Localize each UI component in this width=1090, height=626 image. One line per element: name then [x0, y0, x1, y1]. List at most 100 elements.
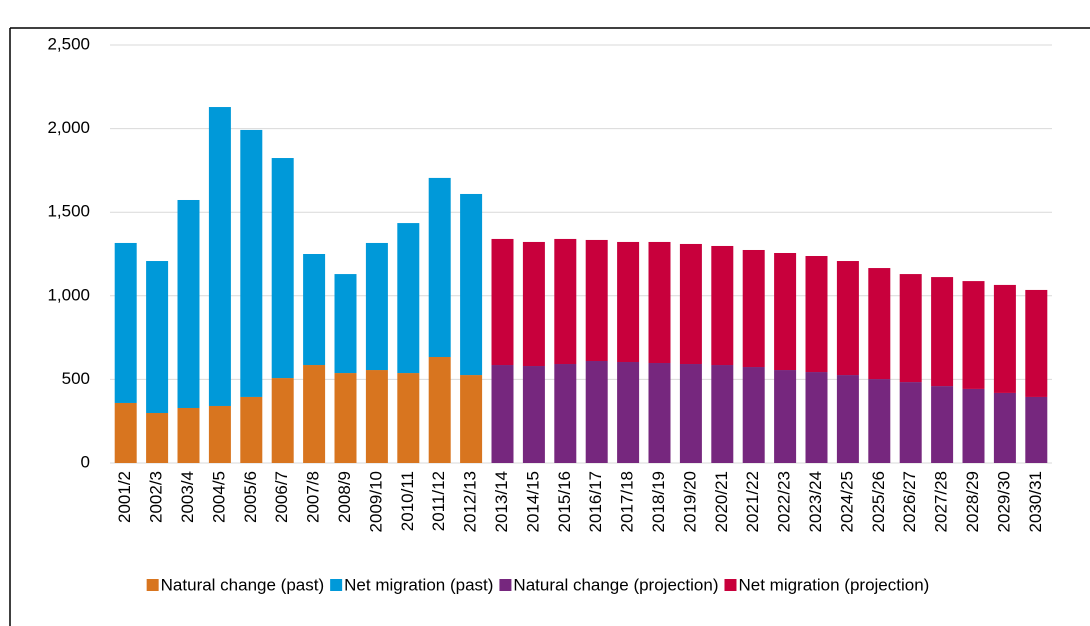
- bar-segment: [805, 372, 828, 463]
- x-tick-label: 2022/23: [775, 471, 794, 532]
- x-tick-label: 2030/31: [1026, 471, 1045, 532]
- bar-segment: [177, 407, 200, 463]
- y-tick-label: 2,500: [47, 34, 90, 53]
- bar-segment: [899, 382, 922, 463]
- bar-segment: [554, 364, 577, 463]
- x-tick-label: 2021/22: [743, 471, 762, 532]
- x-tick-label: 2025/26: [869, 471, 888, 532]
- x-tick-label: 2014/15: [523, 471, 542, 532]
- x-tick-label: 2019/20: [680, 471, 699, 532]
- bar-segment: [522, 241, 545, 367]
- x-tick-label: 2015/16: [555, 471, 574, 532]
- bar-segment: [931, 386, 954, 463]
- bar-segment: [962, 281, 985, 389]
- bar-segment: [365, 370, 388, 463]
- bar-segment: [114, 402, 137, 463]
- legend-label: Natural change (past): [161, 575, 324, 594]
- x-tick-label: 2005/6: [241, 471, 260, 523]
- bar-segment: [240, 396, 263, 463]
- bar-segment: [271, 158, 294, 379]
- x-tick-label: 2006/7: [272, 471, 291, 523]
- legend-label: Natural change (projection): [513, 575, 718, 594]
- x-tick-label: 2027/28: [932, 471, 951, 532]
- y-tick-label: 0: [81, 452, 90, 471]
- bar-segment: [868, 379, 891, 463]
- bar-segment: [208, 405, 231, 463]
- bar-segment: [460, 193, 483, 376]
- bar-segment: [711, 245, 734, 366]
- bar-segment: [240, 129, 263, 397]
- legend-swatch: [146, 579, 159, 591]
- x-tick-label: 2029/30: [994, 471, 1013, 532]
- bar-segment: [397, 373, 420, 463]
- bar-segment: [774, 370, 797, 463]
- bar-segment: [993, 284, 1016, 393]
- x-tick-label: 2001/2: [115, 471, 134, 523]
- legend-swatch: [499, 579, 512, 591]
- x-tick-label: 2008/9: [335, 471, 354, 523]
- bar-segment: [585, 361, 608, 463]
- x-tick-label: 2024/25: [837, 471, 856, 532]
- bar-segment: [648, 363, 671, 463]
- bar-segment: [585, 239, 608, 362]
- bar-segment: [365, 242, 388, 371]
- x-tick-label: 2017/18: [618, 471, 637, 532]
- bar-segment: [931, 277, 954, 387]
- bar-segment: [868, 268, 891, 380]
- legend-label: Net migration (past): [344, 575, 493, 594]
- x-tick-label: 2011/12: [429, 471, 448, 531]
- legend-swatch: [330, 579, 343, 591]
- bar-segment: [491, 365, 514, 463]
- bar-segment: [742, 367, 765, 463]
- x-tick-label: 2003/4: [178, 471, 197, 523]
- bar-segment: [334, 373, 357, 463]
- bar-segment: [1025, 289, 1048, 397]
- bar-segment: [774, 252, 797, 371]
- bar-segment: [428, 356, 451, 463]
- bar-segment: [1025, 396, 1048, 463]
- x-tick-label: 2020/21: [712, 471, 731, 532]
- x-tick-label: 2009/10: [366, 471, 385, 532]
- bar-segment: [177, 199, 200, 408]
- bar-segment: [397, 223, 420, 374]
- legend-swatch: [724, 579, 737, 591]
- x-tick-label: 2013/14: [492, 471, 511, 532]
- bar-segment: [993, 392, 1016, 463]
- bar-segment: [146, 261, 169, 414]
- bar-segment: [836, 261, 859, 376]
- bar-segment: [554, 238, 577, 365]
- x-tick-label: 2023/24: [806, 471, 825, 532]
- x-tick-label: 2028/29: [963, 471, 982, 532]
- bar-segment: [522, 366, 545, 463]
- bar-segment: [460, 375, 483, 463]
- x-tick-label: 2018/19: [649, 471, 668, 532]
- bar-segment: [805, 256, 828, 373]
- bar-segment: [303, 365, 326, 463]
- bar-segment: [617, 241, 640, 363]
- bar-segment: [146, 413, 169, 463]
- bar-segment: [491, 238, 514, 366]
- x-tick-label: 2007/8: [304, 471, 323, 523]
- bar-segment: [899, 274, 922, 383]
- bar-segment: [114, 242, 137, 403]
- bar-segment: [742, 249, 765, 368]
- bar-segment: [271, 378, 294, 463]
- y-tick-label: 1,000: [47, 285, 90, 304]
- y-tick-label: 1,500: [47, 202, 90, 221]
- bar-segment: [617, 362, 640, 463]
- x-tick-label: 2012/13: [461, 471, 480, 532]
- bar-segment: [679, 364, 702, 463]
- bar-segment: [208, 107, 231, 406]
- y-tick-label: 2,000: [47, 118, 90, 137]
- x-tick-label: 2016/17: [586, 471, 605, 532]
- bar-segment: [962, 388, 985, 463]
- legend-label: Net migration (projection): [738, 575, 929, 594]
- y-tick-label: 500: [62, 369, 90, 388]
- x-tick-label: 2026/27: [900, 471, 919, 532]
- x-tick-label: 2010/11: [398, 471, 417, 531]
- bar-segment: [428, 177, 451, 357]
- bar-segment: [303, 254, 326, 366]
- bar-segment: [679, 243, 702, 365]
- x-tick-label: 2004/5: [209, 471, 228, 523]
